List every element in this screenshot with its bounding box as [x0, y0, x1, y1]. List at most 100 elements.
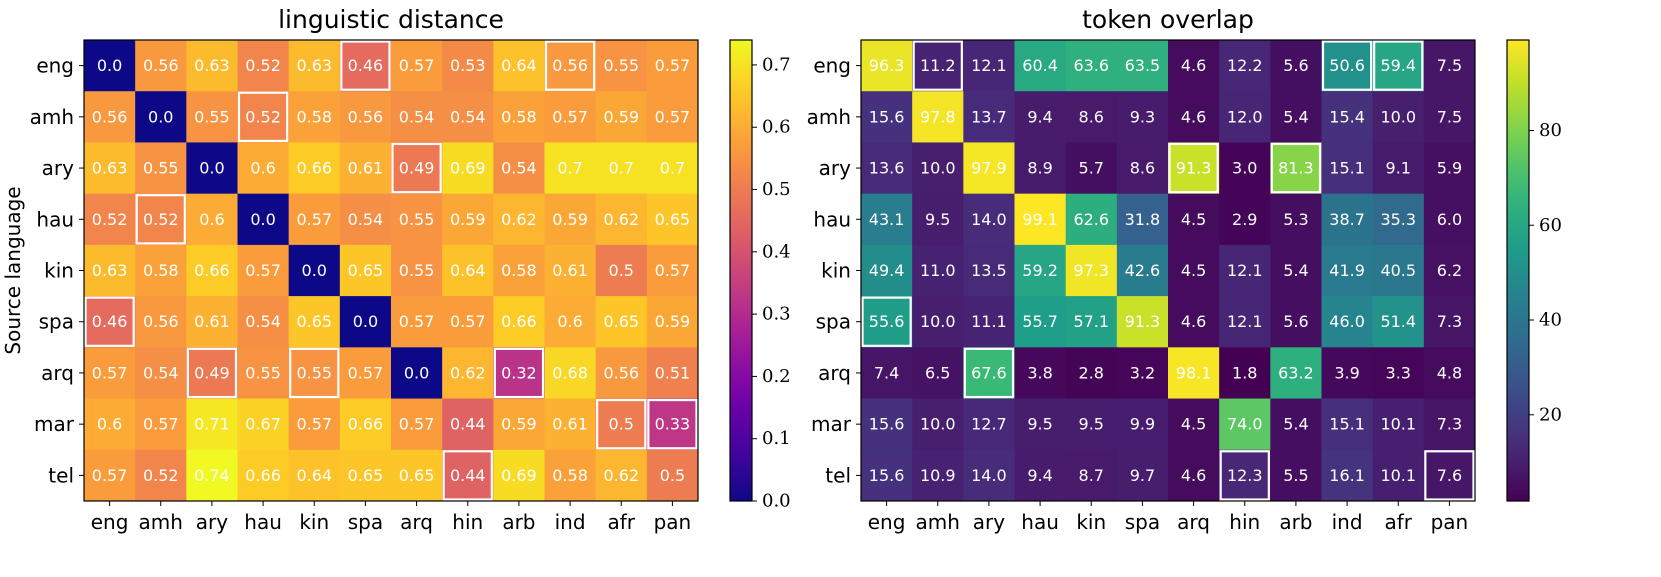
heatmap-cell	[1065, 193, 1118, 246]
highlight-outline	[493, 347, 545, 399]
heatmap-cell	[442, 449, 494, 502]
cell-value-label: 0.59	[501, 415, 537, 434]
heatmap-cell	[1168, 142, 1220, 195]
y-tick-label: mar	[34, 412, 75, 436]
cell-value-label: 0.57	[399, 415, 435, 434]
cell-value-label: 10.1	[1380, 466, 1416, 485]
heatmap-cell	[1270, 40, 1322, 92]
heatmap-cell	[391, 296, 443, 348]
x-tick-label: spa	[1125, 510, 1160, 534]
heatmap-cell	[1065, 142, 1118, 195]
cell-value-label: 8.9	[1027, 159, 1052, 178]
cell-value-label: 5.4	[1283, 261, 1308, 280]
heatmap-cell	[1270, 142, 1322, 195]
cell-value-label: 0.61	[348, 159, 384, 178]
cell-value-label: 0.57	[552, 107, 588, 126]
y-tick-label: spa	[816, 310, 851, 334]
heatmap-cell	[646, 347, 699, 400]
highlight-outline	[237, 91, 289, 143]
x-tick-label: amh	[916, 510, 960, 534]
cell-value-label: 4.5	[1181, 261, 1206, 280]
cell-value-label: 4.6	[1181, 466, 1206, 485]
cell-value-label: 49.4	[869, 261, 905, 280]
cell-value-label: 0.0	[148, 107, 173, 126]
heatmap-cell	[544, 296, 597, 348]
cell-value-label: 5.5	[1283, 466, 1308, 485]
heatmap-cell	[186, 244, 238, 297]
cell-value-label: 63.5	[1125, 56, 1161, 75]
cell-value-label: 0.65	[655, 210, 691, 229]
cell-value-label: 0.55	[603, 56, 639, 75]
highlight-outline	[647, 398, 698, 450]
heatmap-cell	[84, 40, 136, 92]
heatmap-cell	[493, 244, 545, 297]
cell-value-label: 60.4	[1022, 56, 1058, 75]
heatmap-cell	[912, 347, 964, 400]
heatmap-cell	[595, 40, 648, 92]
heatmap-cell	[442, 40, 494, 92]
cell-value-label: 0.44	[450, 466, 486, 485]
heatmap-cell	[1168, 91, 1220, 143]
x-tick-label: arq	[1177, 510, 1210, 534]
cell-value-label: 7.5	[1437, 107, 1462, 126]
heatmap-cell	[595, 296, 648, 348]
heatmap-cell	[186, 91, 238, 143]
heatmap-cell	[646, 142, 699, 195]
heatmap-cell	[544, 244, 597, 297]
colorbar-tick-label: 0.6	[762, 117, 791, 138]
cell-value-label: 4.5	[1181, 210, 1206, 229]
heatmap-cell	[442, 193, 494, 246]
heatmap-cell	[912, 142, 964, 195]
cell-value-label: 41.9	[1329, 261, 1365, 280]
heatmap-cell	[1219, 142, 1271, 195]
cell-value-label: 11.2	[920, 56, 956, 75]
heatmap-cell	[646, 91, 699, 143]
cell-value-label: 91.3	[1176, 159, 1212, 178]
cell-value-label: 0.7	[557, 159, 582, 178]
cell-value-label: 7.4	[874, 363, 899, 382]
heatmap-cell	[1116, 142, 1169, 195]
cell-value-label: 0.61	[552, 415, 588, 434]
heatmap-cell	[1219, 193, 1271, 246]
y-tick-label: spa	[39, 310, 74, 334]
cell-value-label: 0.64	[450, 261, 486, 280]
cell-value-label: 38.7	[1329, 210, 1365, 229]
cell-value-label: 0.57	[296, 415, 332, 434]
y-tick-label: eng	[36, 54, 74, 78]
cell-value-label: 0.58	[501, 107, 537, 126]
cell-value-label: 0.65	[296, 312, 332, 331]
heatmap-cell	[1321, 347, 1374, 400]
x-tick-label: ary	[196, 510, 228, 534]
heatmap-cell	[442, 347, 494, 400]
heatmap-cell	[544, 193, 597, 246]
cell-value-label: 0.68	[552, 363, 588, 382]
cell-value-label: 0.5	[660, 466, 685, 485]
heatmap-cell	[237, 91, 290, 143]
cell-value-label: 0.7	[609, 159, 634, 178]
heatmap-cell	[1423, 347, 1476, 400]
cell-value-label: 11.1	[971, 312, 1007, 331]
cell-value-label: 0.52	[143, 466, 179, 485]
heatmap-cell	[1219, 398, 1271, 451]
cell-value-label: 0.5	[609, 415, 634, 434]
cell-value-label: 5.7	[1079, 159, 1104, 178]
cell-value-label: 0.57	[655, 261, 691, 280]
chart-title: token overlap	[1082, 5, 1254, 34]
heatmap-cell	[1270, 449, 1322, 502]
cell-value-label: 0.57	[296, 210, 332, 229]
cell-value-label: 0.67	[245, 415, 281, 434]
heatmap-cell	[1423, 193, 1476, 246]
heatmap-cell	[1372, 449, 1425, 502]
x-tick-label: eng	[868, 510, 906, 534]
heatmap-cell	[595, 347, 648, 400]
heatmap-cell	[391, 142, 443, 195]
heatmap-cell	[544, 91, 597, 143]
highlight-outline	[391, 142, 442, 194]
cell-value-label: 42.6	[1125, 261, 1161, 280]
heatmap-cell	[1270, 193, 1322, 246]
cell-value-label: 0.65	[348, 261, 384, 280]
heatmap-cell	[288, 91, 341, 143]
cell-value-label: 35.3	[1380, 210, 1416, 229]
cell-value-label: 0.49	[194, 363, 230, 382]
heatmap-cell	[237, 193, 290, 246]
